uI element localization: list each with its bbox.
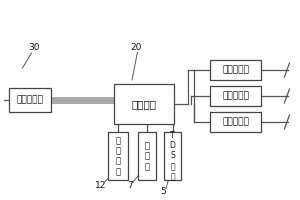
Text: 5: 5 [160,188,166,196]
Text: 控制电路: 控制电路 [131,99,157,109]
Bar [108,132,128,180]
Text: 压
力
开
关: 压 力 开 关 [116,136,121,176]
Bar [210,60,261,80]
Text: 12: 12 [95,180,106,190]
Bar [114,84,174,124]
Text: 电源适配器: 电源适配器 [16,96,44,104]
Bar [210,112,261,132]
Text: 30: 30 [29,44,40,52]
Text: T
D
S
探
头: T D S 探 头 [169,131,175,181]
Text: 第二电磁阀: 第二电磁阀 [222,92,249,100]
Bar [164,132,181,180]
Bar [210,86,261,106]
Text: 增
压
泵: 增 压 泵 [145,141,149,171]
Text: 7: 7 [128,180,134,190]
Text: 20: 20 [131,44,142,52]
Text: 第一电磁阀: 第一电磁阀 [222,66,249,74]
Text: 进水电磁阀: 进水电磁阀 [222,117,249,127]
Bar [9,88,51,112]
Bar [138,132,156,180]
